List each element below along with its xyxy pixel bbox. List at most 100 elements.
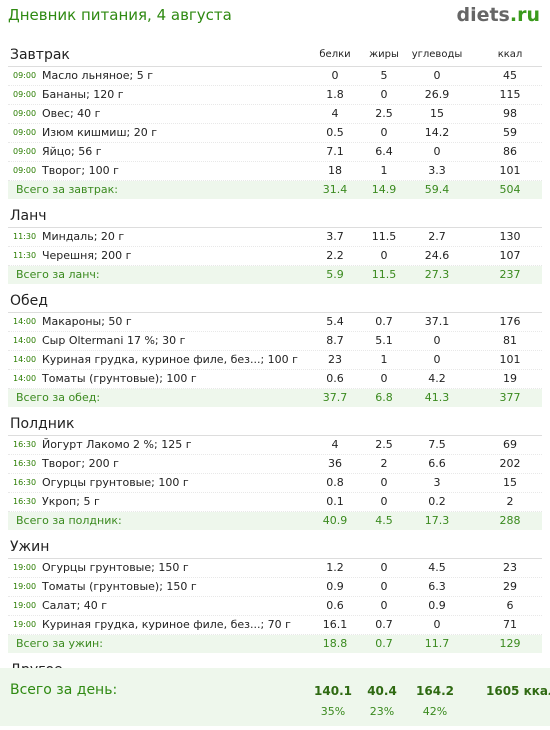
nutrient-value: 37.1 (424, 315, 450, 328)
nutrient-value: 3.3 (428, 164, 446, 177)
nutrient-value: 6 (506, 599, 514, 612)
meal-total-value: 18.8 (322, 637, 348, 650)
nutrient-value: 24.6 (424, 249, 450, 262)
food-row: 09:00 Масло льняное; 5 г 0 5 0 45 (8, 67, 542, 86)
nutrient-value: 1 (380, 353, 388, 366)
meal-heading: Завтрак белки жиры углеводы ккал (8, 44, 542, 67)
meal-time: 14:00 (13, 374, 37, 383)
nutrient-value: 0 (433, 353, 441, 366)
meal-time: 09:00 (13, 71, 37, 80)
meal-time: 09:00 (13, 147, 37, 156)
food-name: Изюм кишмиш; 20 г (42, 126, 157, 139)
meal-time: 11:30 (13, 251, 37, 260)
nutrient-value: 1 (380, 164, 388, 177)
meal-total-value: 27.3 (424, 268, 450, 281)
day-percent: 35% (320, 705, 346, 718)
nutrient-value: 0 (433, 69, 441, 82)
nutrient-value: 0.9 (326, 580, 344, 593)
meal-total-value: 5.9 (326, 268, 344, 281)
food-name: Творог; 100 г (42, 164, 119, 177)
meal-total-label: Всего за ужин: (16, 637, 103, 650)
food-row: 09:00 Изюм кишмиш; 20 г 0.5 0 14.2 59 (8, 124, 542, 143)
meal-total-value: 11.5 (371, 268, 397, 281)
nutrient-value: 2.2 (326, 249, 344, 262)
food-row: 16:30 Творог; 200 г 36 2 6.6 202 (8, 455, 542, 474)
meal-total-value: 37.7 (322, 391, 348, 404)
meal-heading: Ланч (8, 205, 542, 228)
meal-time: 14:00 (13, 355, 37, 364)
food-name: Миндаль; 20 г (42, 230, 125, 243)
meal-time: 09:00 (13, 166, 37, 175)
meal-total-label: Всего за обед: (16, 391, 101, 404)
meal-total: Всего за обед: 37.7 6.8 41.3 377 (8, 389, 542, 407)
meal-name: Ужин (10, 539, 50, 555)
food-name: Черешня; 200 г (42, 249, 132, 262)
logo-name: diets (456, 4, 510, 26)
meal-time: 14:00 (13, 317, 37, 326)
nutrient-value: 130 (499, 230, 521, 243)
meal-name: Завтрак (10, 47, 70, 63)
meal-time: 09:00 (13, 109, 37, 118)
meal-time: 16:30 (13, 478, 37, 487)
meal-total-value: 6.8 (375, 391, 393, 404)
nutrient-value: 14.2 (424, 126, 450, 139)
food-row: 16:30 Йогурт Лакомо 2 %; 125 г 4 2.5 7.5 69 (8, 436, 542, 455)
nutrient-value: 2 (380, 457, 388, 470)
food-name: Огурцы грунтовые; 150 г (42, 561, 189, 574)
meal-total-value: 129 (499, 637, 521, 650)
meal-total-value: 59.4 (424, 183, 450, 196)
nutrient-value: 0 (433, 334, 441, 347)
nutrient-value: 0 (380, 126, 388, 139)
meal-total-value: 40.9 (322, 514, 348, 527)
food-name: Огурцы грунтовые; 100 г (42, 476, 189, 489)
nutrient-value: 26.9 (424, 88, 450, 101)
food-row: 09:00 Творог; 100 г 18 1 3.3 101 (8, 162, 542, 181)
food-row: 19:00 Огурцы грунтовые; 150 г 1.2 0 4.5 23 (8, 559, 542, 578)
nutrient-value: 23 (503, 561, 517, 574)
meal-time: 11:30 (13, 232, 37, 241)
nutrient-value: 29 (503, 580, 517, 593)
nutrient-value: 107 (499, 249, 521, 262)
meal-time: 09:00 (13, 90, 37, 99)
nutrient-value: 69 (503, 438, 517, 451)
diary-table: Завтрак белки жиры углеводы ккал 09:00 Масло л… (8, 44, 542, 707)
nutrient-value: 0.8 (326, 476, 344, 489)
nutrient-value: 3 (433, 476, 441, 489)
nutrient-value: 98 (503, 107, 517, 120)
nutrient-value: 0 (380, 495, 388, 508)
nutrient-value: 4.5 (428, 561, 446, 574)
nutrient-value: 1.8 (326, 88, 344, 101)
column-header: ккал (497, 49, 523, 60)
logo[interactable]: diets.ru (456, 4, 540, 26)
nutrient-value: 0 (380, 372, 388, 385)
meal-name: Обед (10, 293, 48, 309)
nutrient-value: 202 (499, 457, 521, 470)
nutrient-value: 7.5 (428, 438, 446, 451)
food-row: 19:00 Салат; 40 г 0.6 0 0.9 6 (8, 597, 542, 616)
day-percent: 42% (422, 705, 448, 718)
nutrient-value: 36 (328, 457, 342, 470)
nutrient-value: 6.4 (375, 145, 393, 158)
nutrient-value: 18 (328, 164, 342, 177)
food-row: 14:00 Сыр Oltermani 17 %; 30 г 8.7 5.1 0 81 (8, 332, 542, 351)
food-row: 11:30 Миндаль; 20 г 3.7 11.5 2.7 130 (8, 228, 542, 247)
nutrient-value: 0 (380, 580, 388, 593)
meal-time: 16:30 (13, 440, 37, 449)
nutrient-value: 81 (503, 334, 517, 347)
food-row: 14:00 Куриная грудка, куриное филе, без..… (8, 351, 542, 370)
column-header: углеводы (411, 49, 463, 60)
meal-name: Полдник (10, 416, 75, 432)
meal-time: 19:00 (13, 601, 37, 610)
nutrient-value: 0 (433, 145, 441, 158)
nutrient-value: 2.5 (375, 438, 393, 451)
food-row: 16:30 Огурцы грунтовые; 100 г 0.8 0 3 15 (8, 474, 542, 493)
nutrient-value: 0.1 (326, 495, 344, 508)
nutrient-value: 0.2 (428, 495, 446, 508)
food-name: Куриная грудка, куриное филе, без...; 10… (42, 353, 298, 366)
meal-total: Всего за завтрак: 31.4 14.9 59.4 504 (8, 181, 542, 199)
food-name: Творог; 200 г (42, 457, 119, 470)
meal-total-value: 14.9 (371, 183, 397, 196)
nutrient-value: 19 (503, 372, 517, 385)
nutrient-value: 2.7 (428, 230, 446, 243)
